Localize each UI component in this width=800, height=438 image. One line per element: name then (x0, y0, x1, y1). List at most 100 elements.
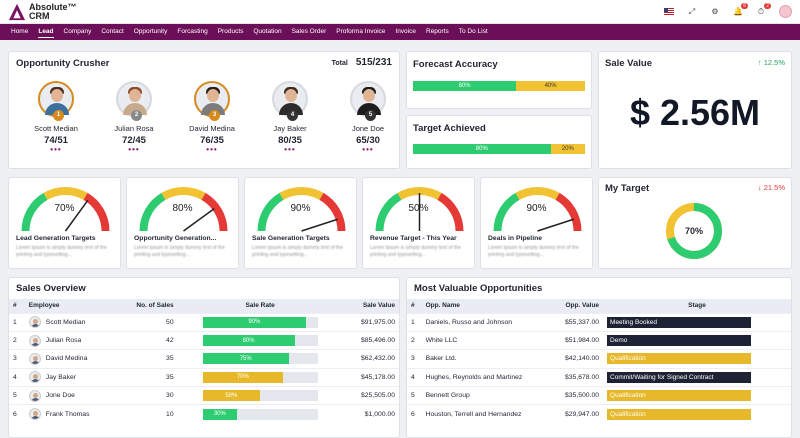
opportunity-value: $35,678.00 (551, 367, 604, 387)
gauge-segment-red (555, 192, 582, 232)
row-number: 2 (407, 330, 422, 350)
nav-lead[interactable]: Lead (33, 24, 58, 40)
employee: Frank Thomas (28, 408, 113, 421)
table-row[interactable]: 6 Frank Thomas 10 30% $1,000.00 (9, 404, 399, 424)
stage-cell: Commit/Waiting for Signed Contract (603, 367, 791, 387)
employee-name: Frank Thomas (45, 410, 90, 418)
gauge-title: Lead Generation Targets (16, 235, 96, 242)
nav-invoice[interactable]: Invoice (395, 28, 416, 35)
table-row[interactable]: 2 White LLC $51,984.00 Demo (407, 330, 791, 350)
nav-home[interactable]: Home (11, 28, 29, 35)
column-header[interactable]: Stage (603, 299, 791, 313)
employee: Scott Median (28, 316, 113, 329)
sale-rate-fill: 75% (202, 353, 289, 365)
nav-company[interactable]: Company (63, 28, 92, 35)
target-achieved-card: Target Achieved 80% 20% (406, 115, 592, 169)
table-row[interactable]: 1 Daniels, Russo and Johnson $55,337.00 Mee… (407, 312, 791, 332)
sale-value-card: Sale Value ↑ 12.5% $ 2.56M (598, 51, 792, 169)
sale-value: $45,178.00 (342, 367, 399, 387)
nav-products[interactable]: Products (217, 28, 244, 35)
crusher-person[interactable]: 1 Scott Median 74/51 ••• (21, 81, 91, 154)
nav-contact[interactable]: Contact (101, 28, 124, 35)
nav-forcasting[interactable]: Forcasting (177, 28, 208, 35)
employee-avatar (28, 352, 41, 365)
my-target-trend: ↓ 21.5% (757, 183, 785, 192)
nav-quotation[interactable]: Quotation (253, 28, 282, 35)
sales-count: 42 (116, 330, 178, 350)
sale-value: $62,432.00 (342, 349, 399, 369)
more-options-icon[interactable]: ••• (128, 145, 140, 154)
more-options-icon[interactable]: ••• (50, 145, 62, 154)
table-row[interactable]: 3 David Medina 35 75% $62,432.00 (9, 349, 399, 369)
nav-to-do-list[interactable]: To Do List (458, 28, 488, 35)
column-header[interactable]: # (407, 299, 422, 313)
column-header[interactable]: Sale Rate (177, 299, 343, 313)
crusher-person[interactable]: 4 Jay Baker 80/35 ••• (255, 81, 325, 154)
fullscreen-icon[interactable]: ⤢ (688, 6, 696, 16)
table-row[interactable]: 5 Bennett Group $35,500.00 Qualification (407, 386, 791, 405)
target-achieved-bar-green: 80% (413, 144, 551, 154)
employee-cell: David Medina (24, 349, 117, 369)
gauge-description: Lorem Ipsum is simply dummy text of the … (252, 245, 343, 258)
table-row[interactable]: 6 Houston, Terrell and Hernandez $29,947.0… (407, 404, 791, 424)
user-avatar[interactable] (779, 5, 792, 18)
table-row[interactable]: 1 Scott Median 50 90% $91,975.00 (9, 312, 399, 332)
person-photo: 5 (350, 81, 386, 121)
gauge-chart (257, 187, 346, 232)
column-header[interactable]: Opp. Name (421, 299, 552, 313)
nav-proforma-invoice[interactable]: Proforma Invoice (336, 28, 386, 35)
row-number: 6 (9, 404, 25, 424)
nav-opportunity[interactable]: Opportunity (133, 28, 168, 35)
forecast-bar-green: 60% (413, 81, 517, 91)
rank-badge: 2 (131, 110, 142, 121)
column-header[interactable]: No. of Sales (116, 299, 178, 313)
table-row[interactable]: 3 Baker Ltd. $42,140.00 Qualification (407, 349, 791, 369)
sale-rate-cell: 50% (177, 386, 343, 405)
opportunity-crusher-card: Opportunity Crusher Total 515/231 1 Scott … (8, 51, 400, 169)
person-head (51, 89, 63, 102)
crusher-person[interactable]: 2 Julian Rosa 72/45 ••• (99, 81, 169, 154)
crusher-person[interactable]: 5 Jone Doe 65/30 ••• (333, 81, 403, 154)
column-header[interactable]: Employee (24, 299, 117, 313)
column-header[interactable]: Sale Value (342, 299, 399, 313)
gauge-value: 50% (408, 203, 429, 214)
sale-rate-bar: 70% (202, 371, 318, 383)
app-logo[interactable]: Absolute™ CRM (8, 2, 77, 21)
person-name: Scott Median (34, 124, 78, 133)
gauge-description: Lorem Ipsum is simply dummy text of the … (134, 245, 225, 258)
notification-icon[interactable]: 🔔 6 (733, 2, 748, 16)
flag-icon[interactable] (664, 7, 674, 17)
target-achieved-bar: 80% 20% (413, 144, 585, 154)
employee-name: Julian Rosa (45, 337, 82, 345)
alarm-icon[interactable]: ⏱ 2 (757, 2, 771, 16)
table-row[interactable]: 5 Jone Doe 30 50% $25,505.00 (9, 386, 399, 405)
crusher-person[interactable]: 3 David Medina 76/35 ••• (177, 81, 247, 154)
opportunity-value: $29,947.00 (551, 404, 604, 424)
table-row[interactable]: 2 Julian Rosa 42 80% $85,496.00 (9, 330, 399, 350)
nav-reports[interactable]: Reports (426, 28, 449, 35)
sale-rate-bar: 50% (202, 390, 318, 402)
gauge-description: Lorem Ipsum is simply dummy text of the … (488, 245, 579, 258)
gauge-segment-yellow (515, 187, 560, 200)
table-row[interactable]: 4 Jay Baker 35 70% $45,178.00 (9, 367, 399, 387)
gauge-card: 90% Deals in Pipeline Lorem Ipsum is simpl… (480, 177, 593, 269)
employee-name: Jay Baker (45, 373, 77, 381)
nav-sales-order[interactable]: Sales Order (291, 28, 327, 35)
crusher-total-value: 515/231 (355, 57, 392, 68)
gauge-chart (139, 187, 228, 232)
table-row[interactable]: 4 Hughes, Reynolds and Martinez $35,678.00… (407, 367, 791, 387)
more-options-icon[interactable]: ••• (362, 145, 374, 154)
column-header[interactable]: # (9, 299, 25, 313)
sale-rate-cell: 90% (177, 312, 343, 332)
more-options-icon[interactable]: ••• (284, 145, 296, 154)
gauge-needle (183, 208, 215, 232)
settings-icon[interactable]: ⚙ (711, 7, 719, 16)
gauge-segment-yellow (397, 187, 442, 200)
person-head (207, 89, 219, 102)
employee-avatar (28, 408, 41, 421)
sale-rate-fill: 30% (202, 408, 238, 420)
column-header[interactable]: Opp. Value (551, 299, 604, 313)
my-target-value: 70% (684, 226, 703, 236)
person-score: 74/51 (44, 135, 68, 146)
more-options-icon[interactable]: ••• (206, 145, 218, 154)
